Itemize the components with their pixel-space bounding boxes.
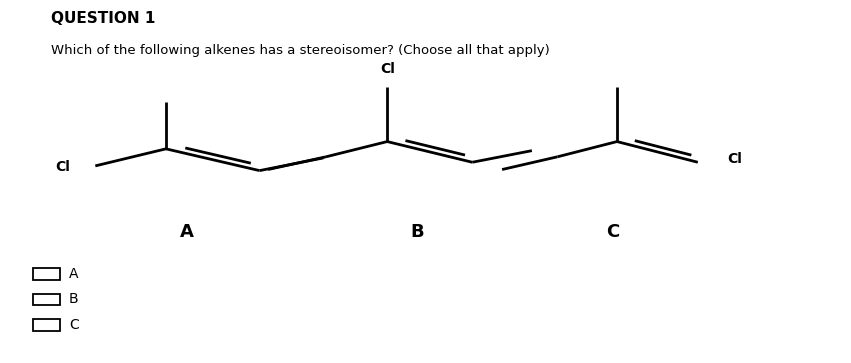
Text: B: B — [410, 223, 424, 241]
Text: C: C — [606, 223, 620, 241]
Text: A: A — [69, 267, 78, 281]
Text: Which of the following alkenes has a stereoisomer? (Choose all that apply): Which of the following alkenes has a ste… — [51, 44, 550, 57]
Text: Cl: Cl — [55, 160, 70, 174]
Text: B: B — [69, 293, 78, 306]
Bar — [33, 294, 60, 305]
Text: C: C — [69, 318, 78, 332]
Bar — [33, 268, 60, 280]
Text: QUESTION 1: QUESTION 1 — [51, 11, 156, 26]
Text: A: A — [180, 223, 194, 241]
Text: Cl: Cl — [728, 152, 742, 166]
Text: Cl: Cl — [380, 62, 395, 76]
Bar — [33, 319, 60, 331]
